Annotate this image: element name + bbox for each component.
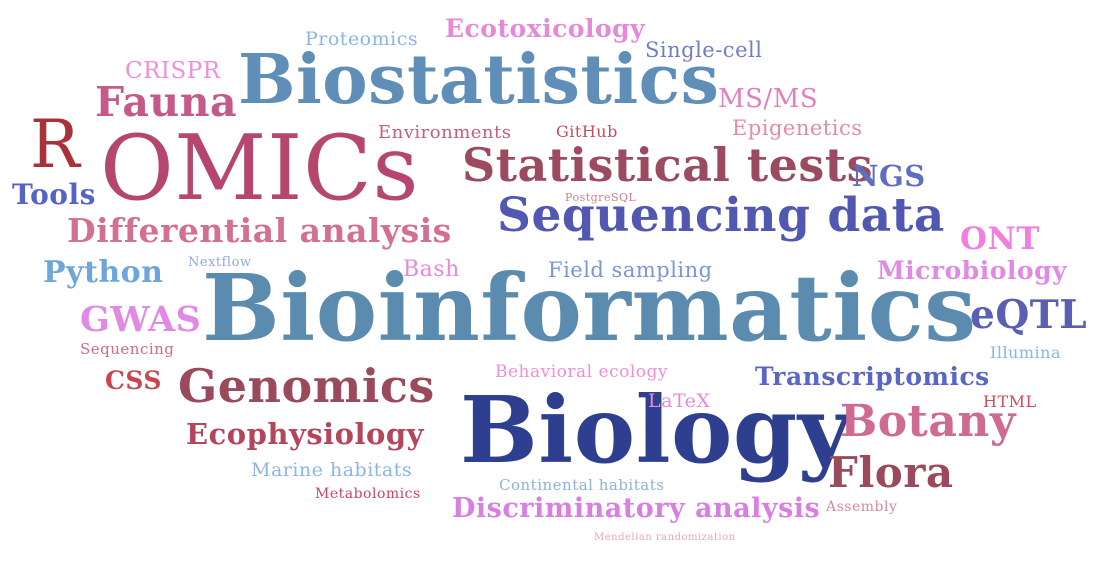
word-botany: Botany bbox=[840, 396, 1016, 447]
word-python: Python bbox=[43, 255, 164, 290]
word-ngs: NGS bbox=[852, 159, 926, 193]
word-postgresql: PostgreSQL bbox=[565, 191, 637, 204]
word-metabolomics: Metabolomics bbox=[315, 486, 421, 502]
word-discriminatory-analysis: Discriminatory analysis bbox=[452, 493, 821, 524]
word-ms-ms: MS/MS bbox=[718, 84, 819, 114]
word-field-sampling: Field sampling bbox=[548, 258, 713, 282]
word-genomics: Genomics bbox=[178, 359, 435, 413]
word-assembly: Assembly bbox=[826, 499, 898, 515]
word-ecotoxicology: Ecotoxicology bbox=[445, 14, 646, 43]
word-single-cell: Single-cell bbox=[645, 38, 763, 62]
word-github: GitHub bbox=[556, 122, 618, 141]
word-tools: Tools bbox=[12, 178, 96, 211]
word-sequencing: Sequencing bbox=[80, 340, 175, 358]
word-microbiology: Microbiology bbox=[877, 256, 1068, 285]
word-crispr: CRISPR bbox=[125, 58, 221, 84]
word-biology: Biology bbox=[460, 376, 852, 484]
word-epigenetics: Epigenetics bbox=[732, 116, 863, 140]
word-flora: Flora bbox=[828, 448, 954, 497]
word-nextflow: Nextflow bbox=[188, 255, 252, 270]
word-proteomics: Proteomics bbox=[305, 28, 419, 50]
word-html: HTML bbox=[983, 392, 1037, 411]
word-behavioral-ecology: Behavioral ecology bbox=[495, 362, 668, 382]
word-environments: Environments bbox=[378, 122, 512, 143]
word-gwas: GWAS bbox=[80, 299, 202, 340]
word-omics: OMICs bbox=[100, 116, 420, 221]
word-sequencing-data: Sequencing data bbox=[497, 188, 945, 243]
word-ecophysiology: Ecophysiology bbox=[186, 417, 424, 451]
word-latex: LaTeX bbox=[648, 390, 711, 412]
word-bash: Bash bbox=[403, 257, 460, 282]
word-statistical-tests: Statistical tests bbox=[462, 138, 873, 192]
word-fauna: Fauna bbox=[95, 78, 238, 126]
word-css: CSS bbox=[105, 366, 162, 395]
word-ont: ONT bbox=[960, 221, 1040, 257]
word-continental-habitats: Continental habitats bbox=[499, 476, 665, 494]
word-eqtl: eQTL bbox=[970, 292, 1088, 338]
word-marine-habitats: Marine habitats bbox=[251, 459, 413, 481]
word-bioinformatics: Bioinformatics bbox=[202, 254, 977, 362]
word-transcriptomics: Transcriptomics bbox=[755, 362, 990, 391]
word-differential-analysis: Differential analysis bbox=[67, 211, 452, 250]
word-mendelian-randomization: Mendelian randomization bbox=[594, 532, 736, 543]
word-r: R bbox=[30, 106, 81, 183]
word-illumina: Illumina bbox=[990, 343, 1061, 362]
word-biostatistics: Biostatistics bbox=[238, 40, 720, 120]
